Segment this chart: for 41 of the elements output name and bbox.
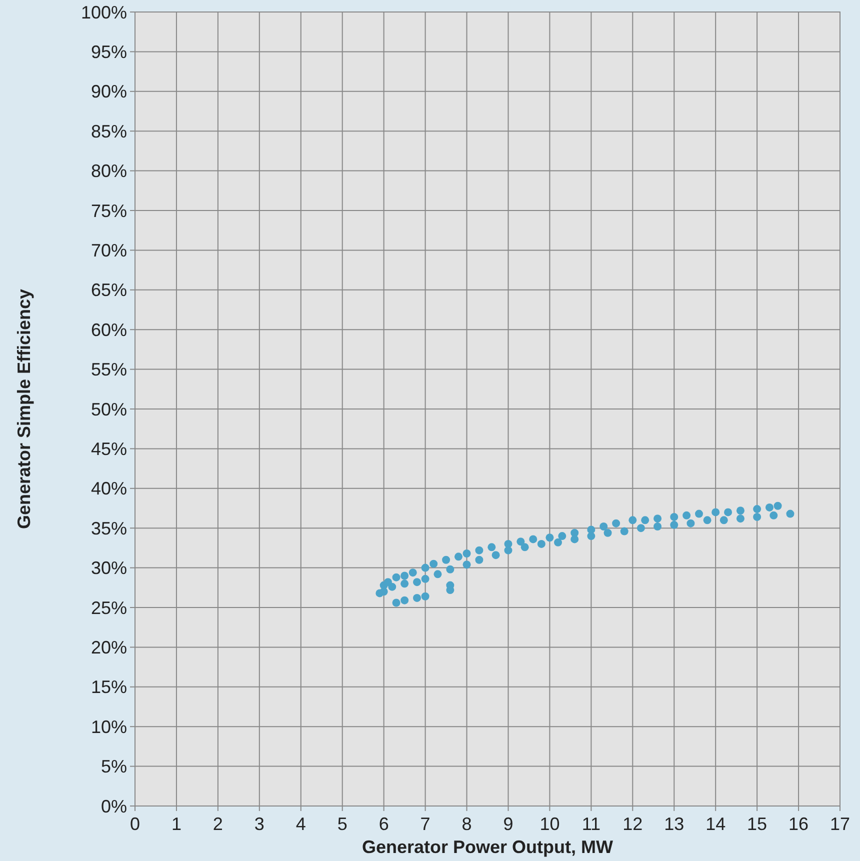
y-tick-label: 60% [90,320,127,340]
y-tick-label: 80% [90,161,127,182]
x-tick-label: 15 [747,814,768,834]
y-tick-label: 70% [90,240,127,260]
y-tick-label: 65% [90,280,127,300]
y-tick-label: 45% [90,439,127,459]
x-tick-label: 6 [378,814,389,834]
y-tick-label: 0% [100,796,127,816]
y-tick-label: 40% [90,478,127,499]
x-tick-label: 5 [337,814,348,834]
y-tick-label: 5% [100,756,127,777]
y-tick-label: 85% [90,121,127,142]
x-tick-label: 11 [582,814,601,834]
y-tick-label: 100% [80,2,127,22]
x-tick-label: 7 [420,814,430,834]
x-tick-label: 13 [664,814,684,834]
y-tick-label: 55% [90,360,127,380]
x-tick-label: 16 [788,814,809,834]
x-tick-label: 17 [830,814,850,834]
x-tick-label: 2 [212,814,223,834]
y-tick-label: 95% [90,42,127,62]
y-tick-label: 20% [90,638,127,658]
x-tick-label: 1 [171,814,182,834]
y-tick-label: 25% [90,598,127,618]
y-tick-label: 35% [90,518,127,538]
y-tick-label: 10% [90,716,127,737]
x-tick-label: 12 [622,814,643,834]
x-tick-label: 0 [130,814,140,834]
y-tick-label: 75% [90,200,127,221]
x-axis-title: Generator Power Output, MW [362,837,614,857]
y-tick-label: 90% [90,82,127,102]
x-tick-label: 9 [503,814,514,834]
y-axis-title: Generator Simple Efficiency [14,288,34,530]
y-tick-label: 15% [90,677,127,698]
y-tick-label: 30% [90,558,127,578]
y-tick-label: 50% [90,399,127,420]
x-tick-label: 14 [706,814,726,834]
x-tick-label: 8 [462,814,472,834]
x-tick-label: 3 [254,814,264,834]
x-tick-label: 10 [540,814,560,834]
x-tick-label: 4 [296,814,306,834]
